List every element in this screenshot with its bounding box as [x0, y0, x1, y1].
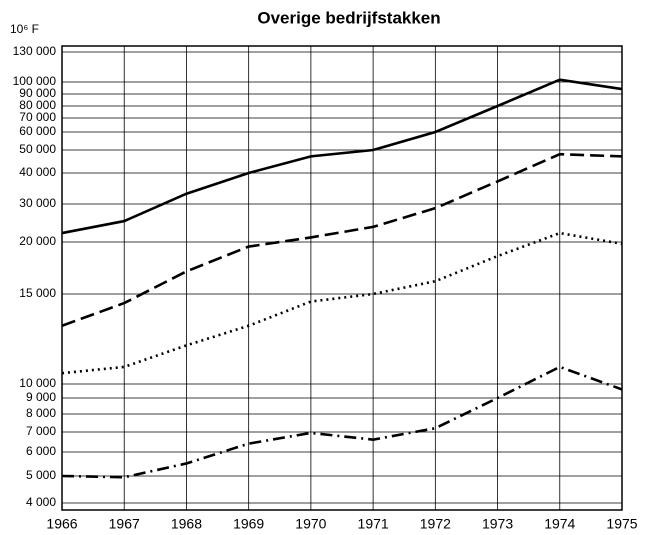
- x-tick-label: 1974: [544, 516, 575, 532]
- y-tick-label: 4 000: [26, 495, 56, 509]
- y-axis-label: 10⁶ F: [10, 22, 39, 36]
- chart-title: Overige bedrijfstakken: [257, 8, 440, 27]
- x-tick-label: 1971: [358, 516, 389, 532]
- x-tick-label: 1975: [606, 516, 637, 532]
- y-tick-label: 100 000: [13, 74, 57, 88]
- y-tick-label: 30 000: [19, 196, 56, 210]
- y-tick-label: 20 000: [19, 234, 56, 248]
- x-tick-label: 1969: [233, 516, 264, 532]
- x-tick-label: 1968: [171, 516, 202, 532]
- y-tick-label: 50 000: [19, 142, 56, 156]
- x-tick-label: 1972: [420, 516, 451, 532]
- y-tick-label: 60 000: [19, 124, 56, 138]
- y-tick-label: 6 000: [26, 444, 56, 458]
- y-tick-label: 10 000: [19, 376, 56, 390]
- y-tick-label: 15 000: [19, 286, 56, 300]
- x-tick-label: 1966: [46, 516, 77, 532]
- y-tick-label: 8 000: [26, 406, 56, 420]
- y-tick-label: 90 000: [19, 86, 56, 100]
- plot-frame: [61, 45, 623, 511]
- y-tick-label: 9 000: [26, 390, 56, 404]
- data-line: [61, 152, 623, 327]
- y-tick-label: 5 000: [26, 468, 56, 482]
- data-line: [61, 365, 623, 479]
- y-tick-label: 7 000: [26, 424, 56, 438]
- data-line: [61, 78, 623, 235]
- x-tick-label: 1970: [295, 516, 326, 532]
- x-tick-label: 1967: [109, 516, 140, 532]
- y-tick-label: 70 000: [19, 110, 56, 124]
- y-tick-label: 40 000: [19, 165, 56, 179]
- x-tick-label: 1973: [482, 516, 513, 532]
- data-line: [61, 231, 623, 375]
- y-tick-label: 80 000: [19, 98, 56, 112]
- y-tick-label: 130 000: [13, 44, 57, 58]
